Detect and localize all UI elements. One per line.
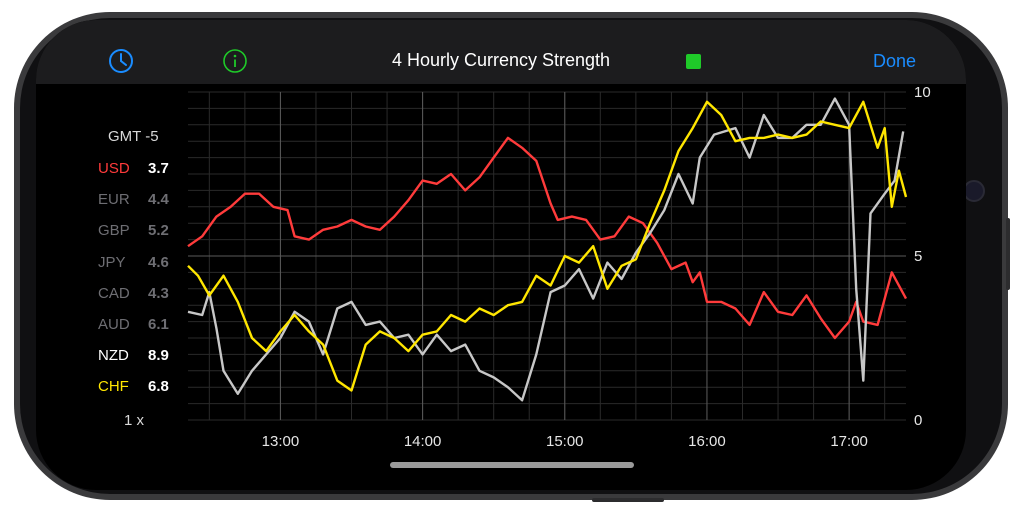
currency-value: 4.3 (148, 284, 169, 302)
bottom-button (592, 498, 664, 502)
info-icon[interactable] (222, 48, 248, 74)
currency-value: 8.9 (148, 347, 169, 365)
currency-strength-chart: 13:00 14:00 15:00 16:00 17:00 10 5 0 (187, 84, 931, 450)
x-tick-label: 16:00 (688, 433, 726, 450)
x-tick-label: 15:00 (546, 433, 584, 450)
navigation-bar: 4 Hourly Currency Strength Done (36, 20, 966, 84)
timezone-label: GMT -5 (108, 128, 159, 145)
legend-row-aud[interactable]: AUD 6.1 (98, 316, 218, 336)
legend-row-jpy[interactable]: JPY 4.6 (98, 254, 218, 274)
y-tick-label: 10 (914, 84, 931, 101)
currency-value: 6.8 (148, 378, 169, 396)
series-line-chf (187, 100, 908, 392)
status-indicator (686, 54, 701, 69)
legend-row-chf[interactable]: CHF 6.8 (98, 378, 218, 398)
currency-value: 6.1 (148, 316, 169, 333)
currency-code: AUD (98, 316, 130, 333)
currency-code: NZD (98, 347, 129, 365)
y-tick-label: 0 (914, 412, 922, 429)
legend-row-nzd[interactable]: NZD 8.9 (98, 347, 218, 367)
legend-row-eur[interactable]: EUR 4.4 (98, 191, 218, 211)
currency-code: GBP (98, 222, 130, 240)
series-line-usd (187, 136, 908, 340)
currency-code: USD (98, 160, 130, 177)
done-button[interactable]: Done (872, 51, 916, 71)
side-button-top (1006, 218, 1010, 290)
currency-value: 5.2 (148, 222, 169, 240)
y-tick-label: 5 (914, 248, 922, 265)
x-tick-label: 17:00 (830, 433, 868, 450)
currency-value: 3.7 (148, 160, 169, 177)
currency-value: 4.4 (148, 191, 169, 209)
front-camera (963, 180, 985, 202)
x-tick-label: 13:00 (262, 433, 300, 450)
currency-value: 4.6 (148, 253, 169, 271)
currency-code: CAD (98, 284, 130, 302)
x-tick-label: 14:00 (404, 433, 442, 450)
home-indicator[interactable] (390, 462, 634, 468)
currency-code: JPY (98, 253, 126, 271)
clock-icon[interactable] (108, 48, 134, 74)
app-screen: 4 Hourly Currency Strength Done GMT -5 U… (36, 20, 966, 490)
legend-row-gbp[interactable]: GBP 5.2 (98, 222, 218, 242)
page-title: 4 Hourly Currency Strength (391, 50, 611, 70)
currency-code: EUR (98, 191, 130, 209)
legend-row-usd[interactable]: USD 3.7 (98, 160, 218, 180)
playback-speed[interactable]: 1 x (124, 412, 145, 429)
series-line-nzd (187, 97, 905, 402)
currency-code: CHF (98, 378, 129, 396)
legend-row-cad[interactable]: CAD 4.3 (98, 285, 218, 305)
